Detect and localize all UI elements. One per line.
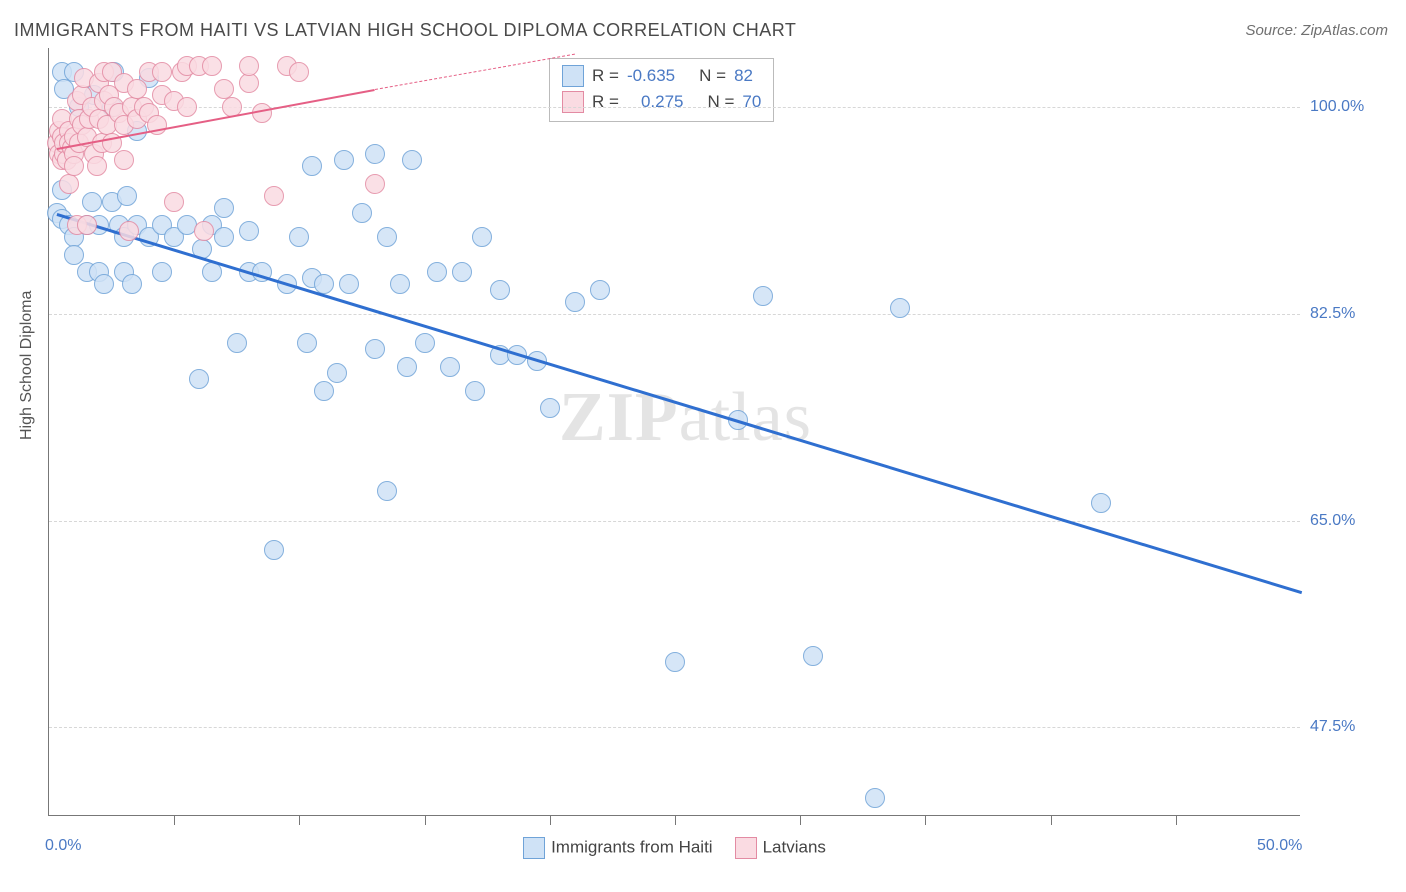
- data-point: [402, 150, 422, 170]
- data-point: [289, 227, 309, 247]
- data-point: [427, 262, 447, 282]
- data-point: [452, 262, 472, 282]
- legend-item-haiti: Immigrants from Haiti: [523, 837, 713, 859]
- trend-line: [56, 213, 1301, 593]
- data-point: [239, 221, 259, 241]
- data-point: [314, 381, 334, 401]
- scatter-plot: ZIPatlas R = -0.635 N = 82 R = 0.275 N =…: [48, 48, 1300, 816]
- legend-bottom: Immigrants from Haiti Latvians: [49, 837, 1300, 859]
- legend-stats: R = -0.635 N = 82 R = 0.275 N = 70: [549, 58, 774, 122]
- data-point: [365, 339, 385, 359]
- data-point: [194, 221, 214, 241]
- x-tick-mark: [550, 815, 551, 825]
- data-point: [227, 333, 247, 353]
- data-point: [472, 227, 492, 247]
- legend-swatch-icon: [562, 91, 584, 113]
- data-point: [64, 245, 84, 265]
- x-tick-mark: [299, 815, 300, 825]
- data-point: [390, 274, 410, 294]
- data-point: [189, 369, 209, 389]
- data-point: [239, 56, 259, 76]
- data-point: [440, 357, 460, 377]
- data-point: [214, 227, 234, 247]
- data-point: [64, 156, 84, 176]
- legend-item-latvians: Latvians: [735, 837, 826, 859]
- data-point: [264, 186, 284, 206]
- data-point: [152, 262, 172, 282]
- x-tick-mark: [675, 815, 676, 825]
- data-point: [202, 56, 222, 76]
- data-point: [334, 150, 354, 170]
- gridline: [49, 314, 1300, 315]
- y-axis-label: High School Diploma: [18, 291, 36, 440]
- data-point: [352, 203, 372, 223]
- data-point: [87, 156, 107, 176]
- data-point: [365, 174, 385, 194]
- data-point: [119, 221, 139, 241]
- data-point: [397, 357, 417, 377]
- data-point: [1091, 493, 1111, 513]
- data-point: [94, 274, 114, 294]
- data-point: [289, 62, 309, 82]
- data-point: [117, 186, 137, 206]
- data-point: [297, 333, 317, 353]
- data-point: [164, 192, 184, 212]
- data-point: [327, 363, 347, 383]
- data-point: [59, 174, 79, 194]
- data-point: [377, 481, 397, 501]
- x-tick-mark: [425, 815, 426, 825]
- data-point: [377, 227, 397, 247]
- data-point: [365, 144, 385, 164]
- x-tick-label: 0.0%: [45, 837, 81, 855]
- trend-line-ext: [374, 54, 574, 90]
- legend-swatch-icon: [523, 837, 545, 859]
- data-point: [890, 298, 910, 318]
- legend-row-latvians: R = 0.275 N = 70: [562, 89, 761, 115]
- data-point: [177, 97, 197, 117]
- data-point: [865, 788, 885, 808]
- y-tick-label: 47.5%: [1310, 718, 1390, 736]
- chart-title: IMMIGRANTS FROM HAITI VS LATVIAN HIGH SC…: [14, 20, 796, 41]
- gridline: [49, 521, 1300, 522]
- data-point: [114, 150, 134, 170]
- x-tick-mark: [925, 815, 926, 825]
- data-point: [339, 274, 359, 294]
- data-point: [565, 292, 585, 312]
- x-tick-mark: [1051, 815, 1052, 825]
- data-point: [415, 333, 435, 353]
- data-point: [302, 156, 322, 176]
- data-point: [239, 73, 259, 93]
- y-tick-label: 82.5%: [1310, 305, 1390, 323]
- data-point: [202, 262, 222, 282]
- data-point: [82, 192, 102, 212]
- x-tick-label: 50.0%: [1257, 837, 1302, 855]
- gridline: [49, 727, 1300, 728]
- data-point: [214, 198, 234, 218]
- data-point: [465, 381, 485, 401]
- y-tick-label: 100.0%: [1310, 98, 1390, 116]
- y-tick-label: 65.0%: [1310, 512, 1390, 530]
- legend-swatch-icon: [562, 65, 584, 87]
- data-point: [590, 280, 610, 300]
- data-point: [665, 652, 685, 672]
- data-point: [122, 274, 142, 294]
- source-label: Source: ZipAtlas.com: [1245, 22, 1388, 39]
- data-point: [540, 398, 560, 418]
- data-point: [77, 215, 97, 235]
- legend-row-haiti: R = -0.635 N = 82: [562, 63, 761, 89]
- data-point: [753, 286, 773, 306]
- x-tick-mark: [1176, 815, 1177, 825]
- data-point: [803, 646, 823, 666]
- legend-swatch-icon: [735, 837, 757, 859]
- data-point: [490, 280, 510, 300]
- x-tick-mark: [174, 815, 175, 825]
- x-tick-mark: [800, 815, 801, 825]
- data-point: [152, 62, 172, 82]
- data-point: [264, 540, 284, 560]
- watermark: ZIPatlas: [559, 378, 812, 458]
